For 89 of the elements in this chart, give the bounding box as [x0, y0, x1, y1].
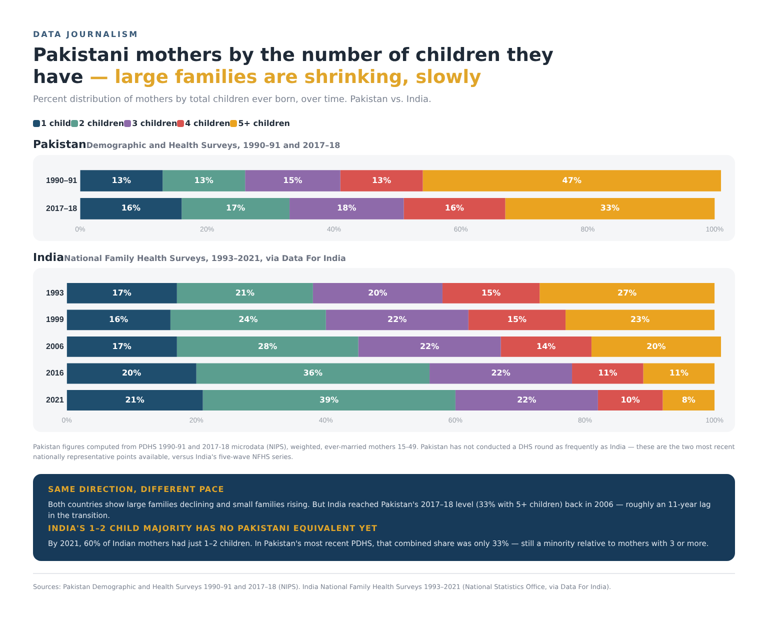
chart-title: Pakistan [33, 138, 86, 151]
data-label: 20% [368, 288, 388, 298]
data-label: 16% [444, 204, 464, 213]
data-label: 13% [194, 176, 214, 185]
data-label: 22% [420, 342, 440, 351]
data-label: 20% [646, 342, 666, 351]
bar [500, 336, 592, 357]
data-label: 33% [600, 204, 620, 213]
data-label: 39% [320, 395, 339, 404]
y-tick-label: 2021 [46, 395, 64, 404]
bar [430, 363, 572, 384]
bar [66, 336, 177, 357]
data-label: 17% [226, 204, 246, 213]
legend-label: 3 children [131, 119, 178, 128]
data-label: 20% [122, 368, 142, 378]
bar [66, 282, 177, 304]
data-label: 22% [491, 368, 510, 378]
data-label: 15% [481, 288, 501, 298]
legend-label: 2 children [78, 119, 124, 128]
legend-label: 4 children [184, 119, 230, 128]
bar [66, 363, 196, 384]
bar [540, 282, 715, 304]
chart-title: India [33, 251, 64, 264]
text: DATA JOURNALISM [33, 29, 140, 39]
data-label: 8% [682, 395, 696, 404]
bar [66, 310, 170, 330]
data-label: 11% [669, 368, 688, 378]
bar [340, 170, 423, 192]
data-label: 16% [121, 204, 140, 213]
bar [572, 363, 644, 384]
data-label: 21% [235, 288, 254, 298]
data-label: 13% [112, 176, 131, 185]
y-tick-label: 1990–91 [46, 176, 78, 185]
y-tick-label: 2016 [46, 368, 64, 378]
bar [662, 390, 715, 410]
data-label: 18% [337, 204, 356, 213]
data-label: 22% [388, 315, 407, 324]
legend-label: 5+ children [237, 119, 290, 128]
bar [326, 310, 468, 330]
bar [176, 282, 313, 304]
data-label: 16% [109, 315, 128, 324]
bar [643, 363, 715, 384]
legend-label: 1 child [40, 119, 71, 128]
data-label: 24% [238, 315, 258, 324]
bar [66, 390, 203, 410]
data-label: 13% [372, 176, 392, 185]
data-label: 47% [562, 176, 582, 185]
data-label: 17% [112, 342, 132, 351]
text: SAME DIRECTION, DIFFERENT PACE [48, 484, 226, 495]
bar [505, 198, 715, 220]
bar [196, 363, 430, 384]
bar [312, 282, 442, 304]
text: Percent distribution of mothers by total children ever born, over time. Pakistan vs. India. [33, 95, 432, 105]
bar [422, 170, 721, 192]
bar [358, 336, 501, 357]
data-label: 21% [125, 395, 144, 404]
bar [455, 390, 598, 410]
text: INDIA'S 1–2 CHILD MAJORITY HAS NO PAKISTANI EQUIVALENT YET [48, 523, 379, 534]
y-tick-label: 2006 [46, 342, 64, 351]
bar [442, 282, 540, 304]
data-label: 27% [618, 288, 637, 298]
bar [182, 198, 290, 220]
y-tick-label: 1999 [46, 315, 64, 324]
data-label: 14% [536, 342, 556, 351]
bar [468, 310, 566, 330]
bar [566, 310, 715, 330]
data-label: 15% [507, 315, 527, 324]
data-label: 10% [620, 395, 640, 404]
data-label: 22% [517, 395, 536, 404]
bar [591, 336, 721, 357]
bar [170, 310, 326, 330]
bar [245, 170, 340, 192]
data-label: 17% [112, 288, 132, 298]
data-label: 36% [303, 368, 323, 378]
bar [80, 198, 182, 220]
y-tick-label: 2017–18 [46, 204, 78, 213]
bar [202, 390, 456, 410]
bar [598, 390, 663, 410]
data-label: 15% [283, 176, 302, 185]
bar [404, 198, 506, 220]
data-label: 28% [258, 342, 278, 351]
bar [80, 170, 163, 192]
data-label: 23% [630, 315, 650, 324]
bar [176, 336, 358, 357]
y-tick-label: 1993 [46, 288, 64, 298]
data-label: 11% [598, 368, 618, 378]
bar [290, 198, 404, 220]
text: Pakistani mothers by the number of children they have — large families are shrinking, slowly [33, 45, 554, 89]
bar [162, 170, 246, 192]
